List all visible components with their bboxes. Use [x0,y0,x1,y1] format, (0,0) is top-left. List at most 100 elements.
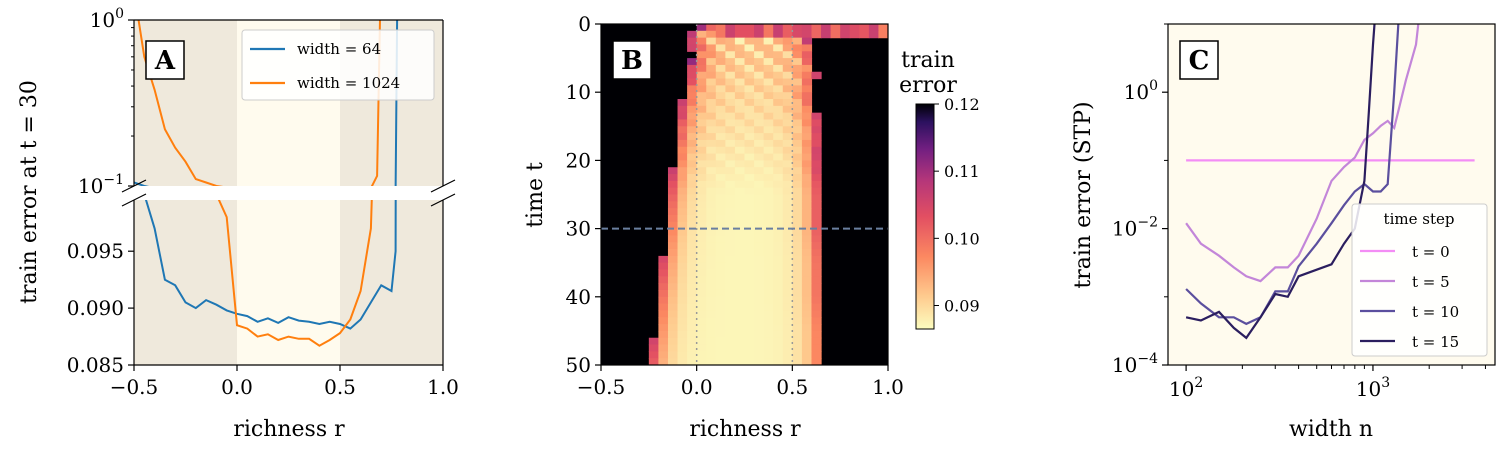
heatmap-cell [801,180,813,189]
heatmap-cell [696,262,707,271]
heatmap-cell [754,126,765,134]
heatmap-cell [725,99,736,107]
heatmap-cell [811,24,822,32]
heatmap-cell [792,201,803,209]
heatmap-cell [725,105,736,114]
legend-label-t-5: t = 5 [1412,273,1450,291]
heatmap-cell [687,303,698,312]
heatmap-cell [801,167,813,175]
heatmap-cell [801,283,813,291]
heatmap-cell [687,153,698,161]
heatmap-cell [754,180,765,189]
panel-a-letter: A [154,46,176,76]
heatmap-cell [677,283,688,291]
panel-a-xtick-label: 0.5 [324,375,356,399]
heatmap-cell [792,119,803,127]
heatmap-cell [677,262,688,271]
heatmap-cell [773,78,784,86]
heatmap-cell [782,167,793,175]
heatmap-cell [811,262,822,271]
heatmap-cell [734,78,746,86]
heatmap-cell [687,105,698,114]
heatmap-cell [792,296,803,305]
heatmap-cell [763,187,774,196]
heatmap-cell [782,105,793,114]
heatmap-cell [715,283,726,291]
heatmap-cell [782,283,793,291]
heatmap-cell [763,146,774,155]
heatmap-cell [687,146,698,155]
heatmap-cell [830,30,841,39]
heatmap-cell [696,105,707,114]
heatmap-cell [763,228,774,237]
heatmap-cell [811,235,822,243]
break-mark-right-upper [430,179,456,193]
heatmap-cell [687,30,698,39]
heatmap-cell [754,133,765,141]
heatmap-cell [715,24,726,32]
heatmap-cell [715,78,726,86]
heatmap-cell [706,303,717,312]
heatmap-cell [763,276,774,284]
heatmap-cell [715,235,726,243]
heatmap-cell [677,139,688,148]
heatmap-cell [725,119,736,127]
heatmap-cell [754,208,765,216]
heatmap-cell [706,37,717,46]
panel-a-ytick-label: 0.095 [67,239,124,263]
heatmap-cell [734,187,746,196]
heatmap-cell [811,289,822,298]
heatmap-cell [801,249,813,257]
heatmap-cell [725,201,736,209]
heatmap-cell [706,330,717,339]
heatmap-cell [706,71,717,80]
heatmap-cell [667,194,679,202]
heatmap-cell [715,139,726,148]
heatmap-cell [734,99,746,107]
heatmap-cell [763,58,774,66]
heatmap-cell [878,24,888,32]
heatmap-cell [706,146,717,155]
heatmap-cell [782,208,793,216]
heatmap-cell [801,344,813,352]
heatmap-cell [801,194,813,202]
heatmap-cell [754,351,765,359]
heatmap-cell [687,85,698,93]
legend-label-t-15: t = 15 [1412,333,1459,351]
heatmap-cell [763,71,774,80]
heatmap-cell [696,351,707,359]
heatmap-cell [744,126,755,134]
heatmap-cell [725,262,736,271]
heatmap-cell [687,351,698,359]
heatmap-cell [763,30,774,39]
heatmap-cell [677,330,688,339]
heatmap-cell [773,30,784,39]
heatmap-cell [754,255,765,264]
panel-a-ytick-label: 0.090 [67,296,124,320]
heatmap-cell [744,139,755,148]
series-line-width-64-lower [144,200,397,330]
heatmap-cell [667,208,679,216]
heatmap-cell [715,126,726,134]
heatmap-cell [687,92,698,100]
heatmap-cell [677,228,688,237]
heatmap-cell [744,344,755,352]
heatmap-cell [667,276,679,284]
heatmap-cell [744,283,755,291]
legend-label-t-10: t = 10 [1412,303,1459,321]
heatmap-cell [744,167,755,175]
heatmap-cell [744,51,755,59]
heatmap-cell [811,283,822,291]
heatmap-cell [725,37,736,46]
heatmap-cell [696,310,707,318]
heatmap-cell [725,139,736,148]
heatmap-cell [715,71,726,80]
heatmap-cell [792,276,803,284]
heatmap-cell [754,242,765,250]
heatmap-cell [725,242,736,250]
heatmap-cell [782,58,793,66]
heatmap-cell [744,160,755,168]
heatmap-cell [763,51,774,59]
heatmap-cell [734,262,746,271]
legend-label-width-64: width = 64 [297,40,381,58]
